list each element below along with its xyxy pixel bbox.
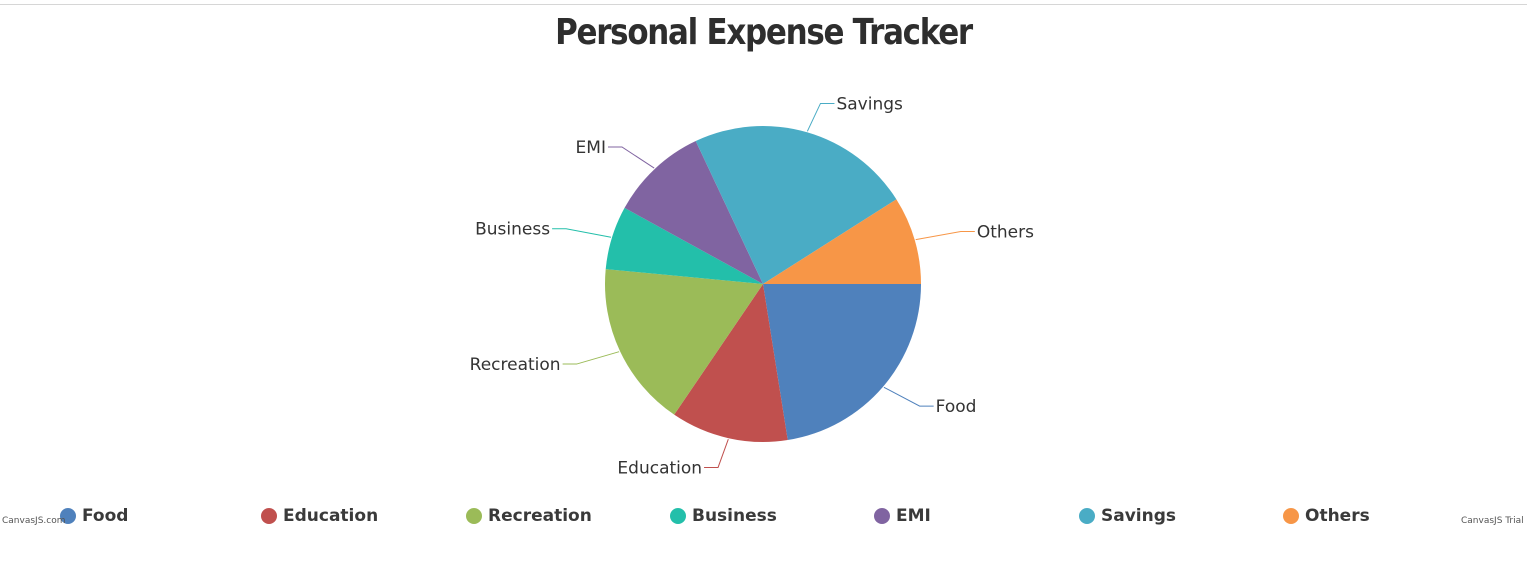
slice-label-business: Business: [475, 220, 550, 240]
slice-label-others: Others: [977, 223, 1034, 243]
pie-slice-emi[interactable]: [624, 141, 763, 284]
leader-line-business: [552, 228, 612, 238]
leader-line-savings: [806, 102, 835, 132]
leader-line-recreation: [562, 351, 620, 365]
pie-slice-education[interactable]: [674, 284, 788, 442]
legend-item-education[interactable]: Education: [261, 504, 378, 528]
legend-item-recreation[interactable]: Recreation: [466, 504, 592, 528]
legend-marker-icon: [466, 508, 482, 524]
legend-label: Recreation: [488, 506, 592, 526]
top-border: [0, 4, 1527, 5]
pie-slice-savings[interactable]: [695, 126, 897, 285]
leader-line-food: [883, 386, 934, 407]
pie-slice-recreation[interactable]: [605, 269, 763, 415]
credit-right: CanvasJS Trial: [1461, 516, 1524, 526]
pie-slice-others[interactable]: [763, 199, 921, 284]
legend-item-others[interactable]: Others: [1283, 504, 1370, 528]
legend-item-business[interactable]: Business: [670, 504, 777, 528]
legend-item-emi[interactable]: EMI: [874, 504, 931, 528]
legend-label: EMI: [896, 506, 931, 526]
legend-item-savings[interactable]: Savings: [1079, 504, 1176, 528]
legend-label: Others: [1305, 506, 1370, 526]
legend-label: Education: [283, 506, 379, 526]
slice-label-recreation: Recreation: [470, 355, 561, 375]
pie-chart: Food Education Recreation Business EMI Saving…: [470, 94, 1034, 478]
slice-label-education: Education: [617, 458, 702, 478]
slice-label-savings: Savings: [836, 94, 903, 114]
chart-title: Personal Expense Tracker: [555, 12, 973, 53]
credit-left[interactable]: CanvasJS.com: [2, 516, 66, 526]
chart-legend: Food Education Recreation Business EMI Saving…: [0, 504, 1527, 528]
legend-label: Business: [692, 506, 777, 526]
legend-label: Savings: [1101, 506, 1177, 526]
legend-marker-icon: [874, 508, 890, 524]
legend-marker-icon: [1283, 508, 1299, 524]
legend-marker-icon: [261, 508, 277, 524]
legend-item-food[interactable]: Food: [60, 504, 128, 528]
legend-label: Food: [82, 506, 129, 526]
leader-line-education: [704, 439, 729, 468]
pie-slice-food[interactable]: [763, 284, 921, 441]
slice-label-emi: EMI: [576, 138, 606, 158]
leader-line-others: [915, 231, 975, 241]
legend-marker-icon: [670, 508, 686, 524]
pie-slice-business[interactable]: [605, 207, 763, 284]
legend-marker-icon: [60, 508, 76, 524]
legend-marker-icon: [1079, 508, 1095, 524]
leader-line-emi: [607, 146, 655, 169]
slice-label-food: Food: [936, 397, 977, 417]
